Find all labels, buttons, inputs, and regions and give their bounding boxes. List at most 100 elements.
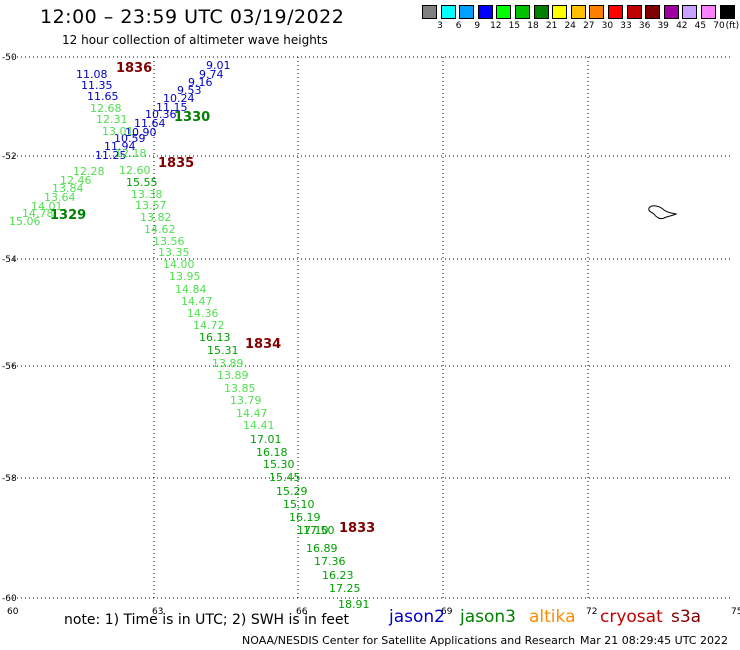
- legend-level-label: 24: [564, 21, 576, 31]
- wave-height-value: 15.31: [207, 344, 239, 357]
- wave-height-value: 13.82: [140, 211, 172, 224]
- wave-height-value: 12.46: [60, 174, 92, 187]
- wave-height-value: 11.65: [87, 90, 119, 103]
- wave-height-value: 17.50: [303, 524, 335, 537]
- wave-height-value: 14.01: [31, 200, 63, 213]
- wave-height-value: 14.47: [181, 295, 213, 308]
- lat-tick-label: -50: [2, 53, 17, 63]
- wave-height-value: 10.59: [114, 132, 146, 145]
- legend-swatch: [682, 5, 698, 19]
- legend-swatch: [552, 5, 568, 19]
- legend-level-label: 12: [490, 21, 502, 31]
- wave-height-value: 16.19: [289, 511, 321, 524]
- wave-height-value: 11.94: [104, 140, 136, 153]
- lon-tick-label: 72: [586, 607, 597, 617]
- legend-swatch: [663, 5, 679, 19]
- track-time-label: 1835: [158, 156, 194, 171]
- wave-height-value: 13.95: [169, 270, 201, 283]
- lon-tick-label: 66: [296, 607, 308, 617]
- wave-height-value: 11.08: [76, 68, 108, 81]
- wave-height-value: 11.64: [134, 117, 166, 130]
- wave-height-value: 17.01: [250, 433, 282, 446]
- wave-height-value: 15.06: [9, 215, 41, 228]
- wave-height-value: 13.64: [44, 191, 76, 204]
- legend-swatch: [515, 5, 530, 19]
- legend-swatch: [459, 5, 475, 19]
- wave-height-value: 10.90: [125, 126, 157, 139]
- wave-height-value: 15.30: [263, 458, 295, 471]
- wave-height-value: 15.55: [126, 176, 158, 189]
- wave-height-value: 10.36: [145, 108, 177, 121]
- wave-height-value: 11.15: [156, 101, 188, 114]
- wave-height-value: 14.72: [193, 319, 225, 332]
- wave-height-value: 12.18: [115, 147, 147, 160]
- legend-level-label: 6: [455, 21, 462, 31]
- legend-swatch: [719, 5, 735, 19]
- wave-height-value: 12.68: [90, 102, 122, 115]
- satellite-name: cryosat: [600, 607, 663, 627]
- lat-tick-label: -52: [2, 152, 17, 162]
- wave-height-value: 13.79: [230, 394, 262, 407]
- legend-level-label: 45: [694, 21, 707, 31]
- legend-swatch: [477, 5, 493, 19]
- island-outline: [648, 205, 678, 220]
- lat-tick-label: -58: [2, 474, 17, 484]
- wave-height-value: 14.36: [187, 307, 219, 320]
- lat-lon-grid: [9, 56, 733, 599]
- legend-level-label: 39: [657, 21, 669, 31]
- legend-level-label: 3: [437, 21, 443, 31]
- wave-height-value: 16.18: [256, 446, 288, 459]
- wave-height-value: 14.47: [236, 407, 268, 420]
- lon-tick-label: 63: [152, 607, 163, 617]
- legend-swatch: [422, 5, 437, 19]
- wave-height-value: 9.01: [206, 59, 231, 72]
- wave-height-value: 15.45: [269, 471, 301, 484]
- legend-level-label: 36: [638, 21, 651, 31]
- legend-level-label: 21: [545, 21, 558, 31]
- wave-height-value: 13.38: [131, 188, 163, 201]
- wave-height-value: 13.56: [153, 235, 185, 248]
- axis-tick-labels: 60 63 66 69 72 75 -50 -52 -54 -56 -58 -60: [2, 53, 740, 617]
- wave-height-value: 15.29: [276, 485, 308, 498]
- wave-height-value: 12.60: [119, 164, 151, 177]
- legend-swatch: [701, 5, 716, 19]
- track-time-label: 1329: [50, 208, 86, 223]
- wave-height-value: 13.89: [212, 357, 244, 370]
- wave-height-value: 10.24: [163, 92, 195, 105]
- wave-height-value: 14.84: [175, 283, 207, 296]
- lat-tick-label: -56: [2, 362, 17, 372]
- footer-note: note: 1) Time is in UTC; 2) SWH is in fe…: [64, 612, 350, 628]
- track-time-label: 1836: [116, 61, 152, 76]
- wave-height-value: 14.00: [163, 258, 195, 271]
- wave-height-value: 17.36: [314, 555, 346, 568]
- track-time-label: 1330: [174, 110, 210, 125]
- legend-swatch: [645, 5, 661, 19]
- legend-swatch: [570, 5, 586, 19]
- wave-height-value: 9.74: [199, 68, 224, 81]
- wave-height-value: 16.23: [322, 569, 354, 582]
- legend-level-label: 9: [474, 21, 481, 31]
- wave-height-value: 9.53: [177, 84, 202, 97]
- wave-height-value: 16.89: [306, 542, 338, 555]
- legend-level-label: 15: [508, 21, 521, 31]
- legend-level-label: 42: [676, 21, 688, 31]
- satellite-name: jason2: [389, 607, 445, 627]
- timestamp: Mar 21 08:29:45 UTC 2022: [580, 634, 728, 647]
- wave-height-value: 13.01: [102, 125, 134, 138]
- legend-level-label: 18: [527, 21, 539, 31]
- wave-height-value: 13.35: [158, 246, 190, 259]
- legend-swatch: [533, 5, 549, 19]
- legend-swatch: [496, 5, 512, 19]
- page-subtitle: 12 hour collection of altimeter wave hei…: [62, 33, 328, 47]
- wave-height-value: 13.84: [52, 182, 84, 195]
- legend-swatch: [626, 5, 642, 19]
- lon-tick-label: 75: [731, 607, 740, 617]
- wave-height-value: 15.10: [283, 498, 315, 511]
- track-time-labels: 1836 1330 1835 1329 1834 1833: [50, 61, 375, 536]
- legend-level-label: 27: [583, 21, 595, 31]
- wave-height-value: 14.78: [22, 207, 54, 220]
- legend-level-label: 70: [713, 21, 725, 31]
- legend-level-label: 33: [620, 21, 632, 31]
- wave-height-value: 11.25: [95, 149, 127, 162]
